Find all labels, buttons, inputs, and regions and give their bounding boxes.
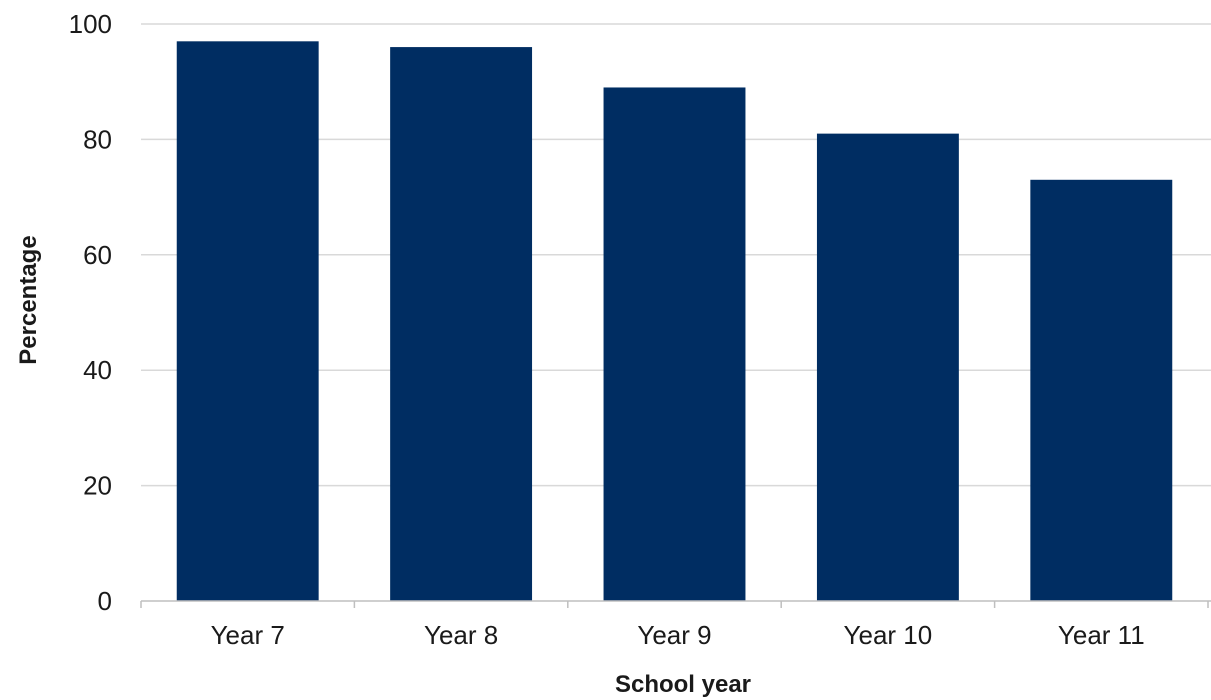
x-tick-label: Year 9 [637,620,711,650]
bar [176,41,319,602]
y-tick-label: 20 [83,471,112,501]
y-tick-label: 60 [83,240,112,270]
y-tick-label: 40 [83,355,112,385]
bar [1030,179,1173,602]
bars [176,41,1173,602]
x-axis-title: School year [615,671,751,698]
x-tick-label: Year 11 [1058,620,1145,650]
bar [390,47,533,601]
x-tick-label: Year 10 [844,620,933,650]
y-axis-ticks: 0 20 40 60 80 100 [69,9,112,616]
y-tick-label: 80 [83,124,112,154]
x-tick-label: Year 7 [211,620,285,650]
x-axis-ticks: Year 7 Year 8 Year 9 Year 10 Year 11 [211,620,1145,650]
bar [603,87,746,602]
x-tick-label: Year 8 [424,620,498,650]
y-axis-title: Percentage [15,235,42,364]
x-axis [140,600,1211,608]
y-tick-label: 100 [69,9,112,39]
bar [816,133,959,601]
y-tick-label: 0 [98,586,112,616]
